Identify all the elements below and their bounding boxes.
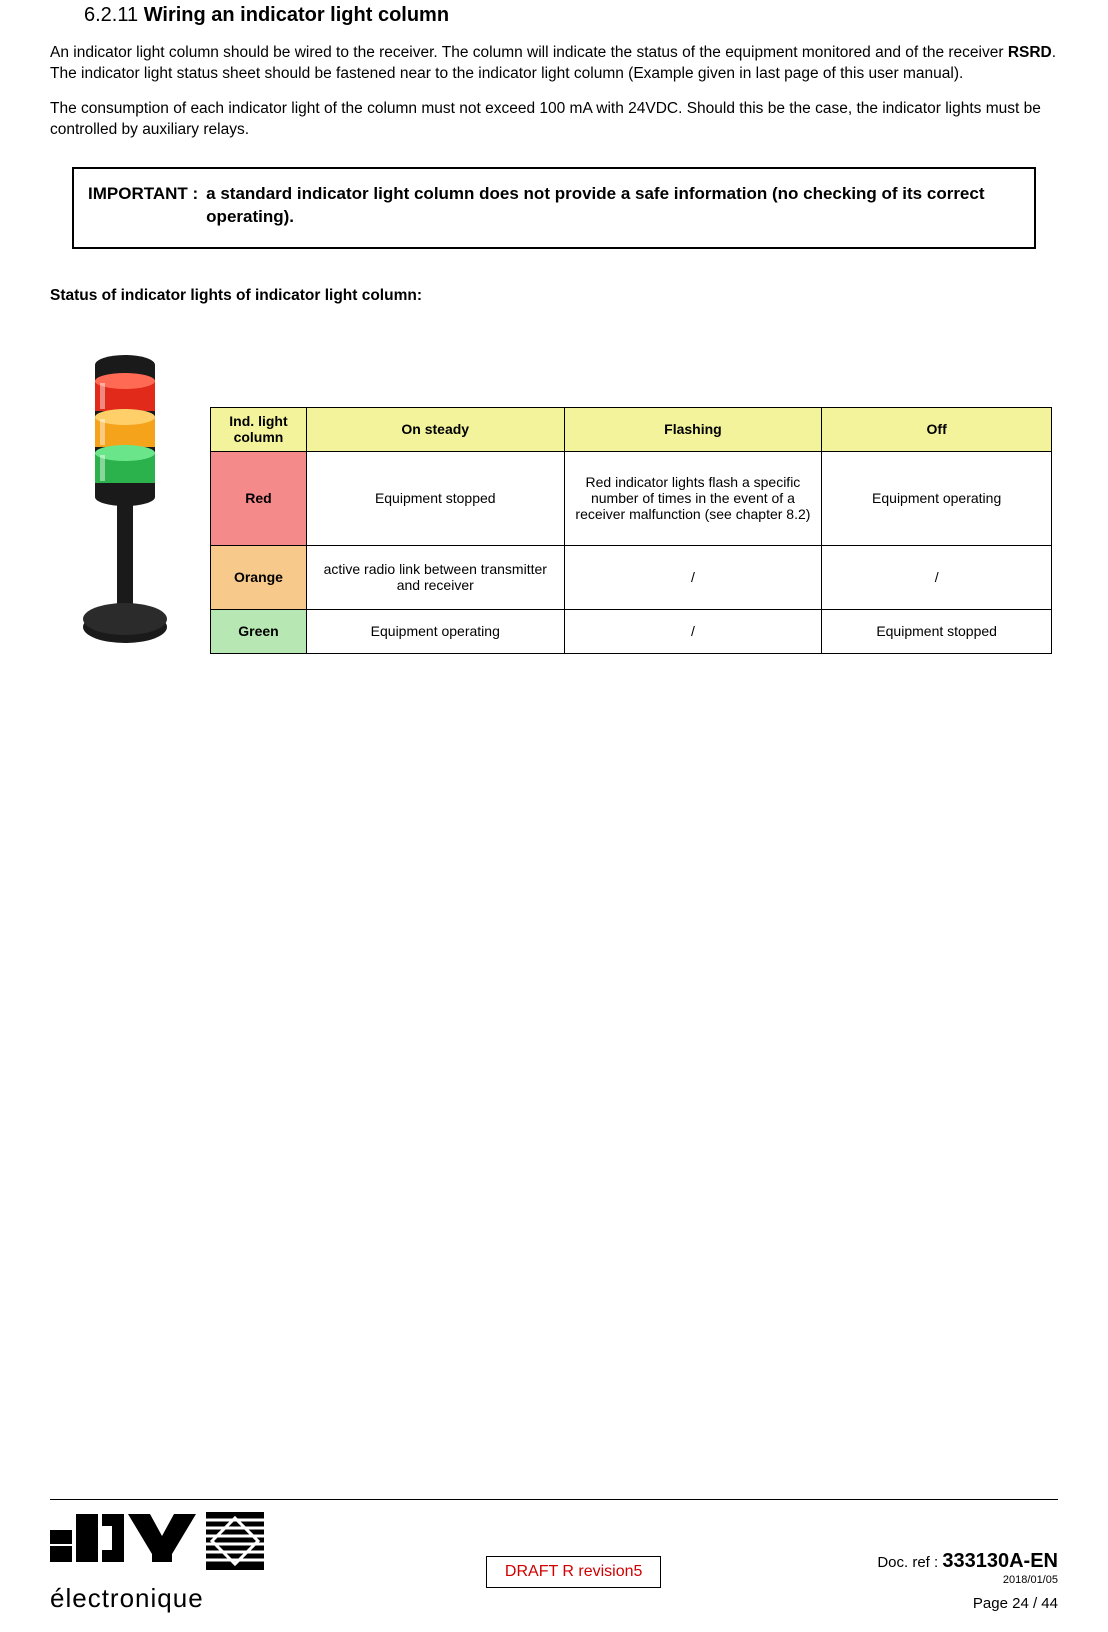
status-table-area: Ind. light column On steady Flashing Off… xyxy=(50,347,1058,672)
cell-green-off: Equipment stopped xyxy=(822,609,1052,653)
table-row: Orange active radio link between transmi… xyxy=(211,545,1052,609)
important-box: IMPORTANT : a standard indicator light c… xyxy=(72,167,1036,249)
section-title: Wiring an indicator light column xyxy=(144,4,449,26)
page-footer: électronique DRAFT R revision5 Doc. ref … xyxy=(50,1499,1058,1614)
cell-green-flash: / xyxy=(564,609,822,653)
important-text: a standard indicator light column does n… xyxy=(206,183,1020,229)
brand-logo: électronique xyxy=(50,1506,270,1614)
cell-orange-steady: active radio link between transmitter an… xyxy=(306,545,564,609)
doc-ref-label: Doc. ref : xyxy=(877,1554,942,1571)
status-table: Ind. light column On steady Flashing Off… xyxy=(210,407,1052,654)
doc-date: 2018/01/05 xyxy=(877,1574,1058,1588)
table-row: Red Equipment stopped Red indicator ligh… xyxy=(211,451,1052,545)
jay-logo-svg xyxy=(50,1506,270,1578)
p1-part-a: An indicator light column should be wire… xyxy=(50,44,1008,61)
brand-subtext: électronique xyxy=(50,1583,270,1614)
cell-orange-flash: / xyxy=(564,545,822,609)
cell-label-orange: Orange xyxy=(211,545,307,609)
paragraph-2: The consumption of each indicator light … xyxy=(50,99,1058,141)
indicator-light-column-svg xyxy=(50,347,200,667)
th-flash: Flashing xyxy=(564,407,822,451)
table-row: Green Equipment operating / Equipment st… xyxy=(211,609,1052,653)
cell-green-steady: Equipment operating xyxy=(306,609,564,653)
section-heading: 6.2.11 Wiring an indicator light column xyxy=(84,4,1058,27)
th-steady: On steady xyxy=(306,407,564,451)
th-ind: Ind. light column xyxy=(211,407,307,451)
cell-red-steady: Equipment stopped xyxy=(306,451,564,545)
th-off: Off xyxy=(822,407,1052,451)
important-label: IMPORTANT : xyxy=(88,183,198,229)
p1-bold-rsrd: RSRD xyxy=(1008,44,1052,61)
doc-ref-value: 333130A-EN xyxy=(942,1550,1058,1572)
cell-red-off: Equipment operating xyxy=(822,451,1052,545)
cell-label-red: Red xyxy=(211,451,307,545)
page-number: Page 24 / 44 xyxy=(877,1595,1058,1614)
cell-orange-off: / xyxy=(822,545,1052,609)
paragraph-1: An indicator light column should be wire… xyxy=(50,43,1058,85)
table-header-row: Ind. light column On steady Flashing Off xyxy=(211,407,1052,451)
footer-rule xyxy=(50,1499,1058,1500)
doc-ref-block: Doc. ref : 333130A-EN 2018/01/05 Page 24… xyxy=(877,1549,1058,1615)
indicator-light-column-figure xyxy=(50,347,210,672)
section-number: 6.2.11 xyxy=(84,4,138,26)
draft-revision-box: DRAFT R revision5 xyxy=(486,1556,662,1588)
status-heading: Status of indicator lights of indicator … xyxy=(50,287,1058,305)
cell-red-flash: Red indicator lights flash a specific nu… xyxy=(564,451,822,545)
cell-label-green: Green xyxy=(211,609,307,653)
